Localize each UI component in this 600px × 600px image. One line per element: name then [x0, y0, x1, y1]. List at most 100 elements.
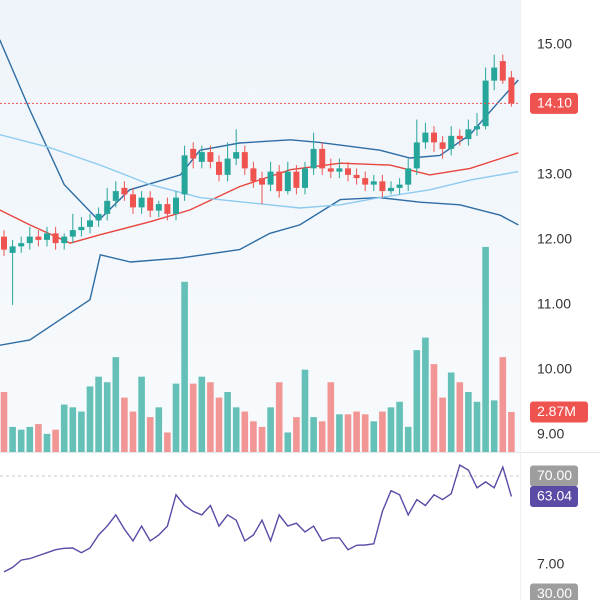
volume-bar: [370, 421, 378, 452]
volume-bar: [439, 397, 446, 452]
candle-body: [327, 168, 334, 172]
candle-body: [284, 171, 291, 192]
candle-body: [439, 142, 446, 149]
candle-body: [173, 197, 179, 214]
volume-bar: [121, 397, 128, 452]
candle-body: [130, 194, 136, 208]
volume-bar: [95, 376, 102, 452]
overlay-line: [0, 133, 519, 209]
volume-bar: [490, 400, 498, 452]
candle-body: [164, 204, 171, 214]
candle-body: [259, 178, 265, 185]
volume-bar: [155, 407, 163, 452]
candle-body: [448, 135, 455, 149]
candle-body: [491, 67, 498, 81]
candle-body: [379, 181, 386, 192]
candle-body: [138, 197, 145, 208]
volume-bar: [422, 337, 429, 452]
y-tick-label: 11.00: [537, 296, 571, 312]
volume-bar: [86, 386, 94, 452]
volume-bar: [146, 417, 154, 452]
y-tick-label: 7.00: [537, 556, 564, 572]
volume-bar: [447, 372, 455, 452]
candle-body: [95, 213, 102, 221]
candle-body: [104, 200, 111, 214]
rsi-tag-bg: [530, 485, 578, 507]
volume-bar: [258, 426, 266, 452]
volume-bar: [17, 429, 25, 452]
volume-bar: [189, 383, 197, 452]
volume-bar: [267, 407, 274, 452]
candle-body: [310, 148, 317, 169]
volume-bar: [404, 426, 412, 452]
volume-bar: [482, 246, 489, 452]
volume-bar: [224, 392, 231, 452]
volume-bar: [465, 392, 472, 452]
volume-bar: [172, 383, 180, 452]
volume-bar: [275, 382, 283, 452]
candle-body: [198, 152, 205, 162]
y-tick-label: 9.00: [537, 426, 564, 442]
rsi-tick-tag-bg: [530, 465, 578, 487]
volume-bar: [129, 411, 137, 452]
candle-body: [69, 230, 76, 237]
volume-bar: [78, 411, 85, 452]
rsi-tick-tag: 30.00: [537, 585, 572, 600]
y-tick-label: 13.00: [537, 166, 572, 182]
volume-bar: [138, 376, 145, 452]
candle-body: [112, 191, 119, 201]
candle-body: [155, 204, 162, 211]
overlay-line: [0, 39, 519, 222]
volume-bar: [112, 357, 120, 452]
candle-body: [233, 152, 240, 159]
candle-body: [276, 171, 283, 192]
candle-body: [35, 236, 42, 240]
y-tick-label: 12.00: [537, 231, 572, 247]
volume-bar: [35, 424, 42, 452]
candle-body: [345, 168, 351, 175]
volume-bar: [164, 432, 171, 452]
candle-body: [241, 152, 248, 169]
volume-bar: [379, 411, 386, 452]
candle-body: [388, 187, 394, 192]
candle-body: [474, 126, 480, 130]
candle-body: [52, 233, 59, 244]
candle-body: [1, 236, 7, 250]
candle-body: [508, 77, 515, 104]
volume-bar: [499, 357, 507, 452]
candle-body: [18, 243, 25, 247]
candle-body: [319, 148, 326, 169]
rsi-tick-tag: 70.00: [537, 467, 572, 483]
candle-body: [207, 152, 214, 162]
volume-bar: [336, 414, 343, 452]
candle-body: [147, 197, 154, 211]
volume-tag: 2.87M: [537, 403, 576, 419]
overlay-line: [0, 152, 519, 244]
volume-bar: [508, 411, 515, 452]
candle-body: [499, 61, 506, 81]
volume-bar: [361, 414, 369, 452]
volume-bar: [52, 429, 59, 452]
volume-bar: [293, 417, 300, 452]
volume-bar: [250, 421, 257, 452]
candle-body: [61, 236, 68, 244]
candle-body: [370, 181, 377, 185]
volume-bar: [198, 376, 206, 452]
candle-body: [190, 148, 197, 159]
price-pane: [0, 0, 520, 452]
volume-bar: [207, 382, 214, 452]
candle-body: [250, 168, 257, 182]
volume-bar: [69, 407, 77, 452]
candle-body: [353, 174, 360, 179]
candle-body: [181, 155, 188, 195]
candle-body: [302, 168, 308, 188]
rsi-line: [3, 463, 513, 573]
volume-bar: [103, 382, 111, 452]
volume-bar: [284, 432, 292, 452]
candle-body: [396, 184, 403, 188]
candle-body: [336, 168, 343, 172]
volume-bar: [430, 364, 438, 452]
candle-body: [9, 246, 16, 253]
volume-bar: [181, 281, 188, 452]
